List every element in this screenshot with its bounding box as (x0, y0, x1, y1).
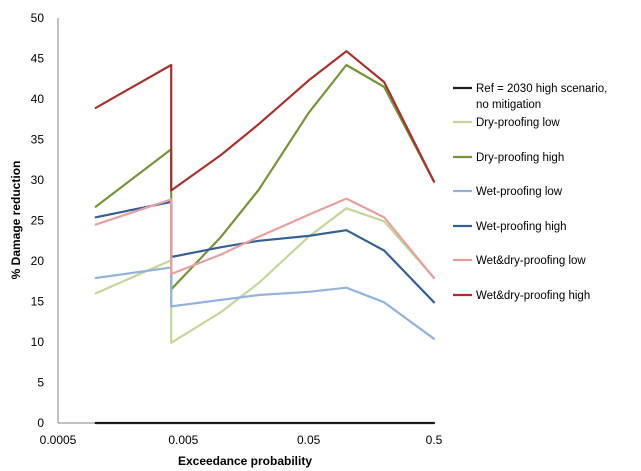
y-tick-label: 30 (31, 173, 45, 187)
series-line (94, 266, 436, 340)
legend-label: Ref = 2030 high scenario, (476, 83, 607, 95)
y-tick-label: 50 (31, 11, 45, 25)
legend-label: Dry-proofing low (476, 117, 560, 129)
legend-label: no mitigation (476, 99, 541, 111)
y-tick-label: 35 (31, 133, 45, 147)
y-tick-label: 0 (37, 416, 44, 430)
plot-axes (57, 18, 434, 424)
series-line (94, 63, 436, 291)
series-lines (94, 50, 436, 425)
y-tick-label: 40 (31, 92, 45, 106)
y-tick-label: 45 (31, 52, 45, 66)
x-tick-label: 0.5 (426, 433, 443, 447)
series-line (94, 197, 436, 280)
x-axis-title: Exceedance probability (178, 454, 312, 468)
legend-label: Dry-proofing high (476, 152, 564, 164)
legend-label: Wet&dry-proofing high (476, 290, 590, 302)
series-line (94, 207, 436, 344)
y-tick-label: 10 (31, 335, 45, 349)
y-tick-label: 25 (31, 214, 45, 228)
y-tick-label: 5 (37, 376, 44, 390)
x-tick-label: 0.005 (168, 433, 198, 447)
x-tick-labels: 0.0005 0.005 0.05 0.5 (40, 433, 443, 447)
x-tick-label: 0.05 (297, 433, 321, 447)
legend-label: Wet-proofing high (476, 221, 567, 233)
y-axis-title: % Damage reduction (9, 161, 23, 280)
legend-label: Wet-proofing low (476, 186, 563, 198)
y-tick-label: 15 (31, 295, 45, 309)
y-tick-labels: 0 5 10 15 20 25 30 35 40 45 50 (31, 11, 45, 430)
series-line (94, 50, 436, 192)
legend: Ref = 2030 high scenario, no mitigation Dr… (453, 83, 607, 302)
x-tick-label: 0.0005 (40, 433, 77, 447)
y-tick-label: 20 (31, 254, 45, 268)
legend-label: Wet&dry-proofing low (476, 255, 586, 267)
